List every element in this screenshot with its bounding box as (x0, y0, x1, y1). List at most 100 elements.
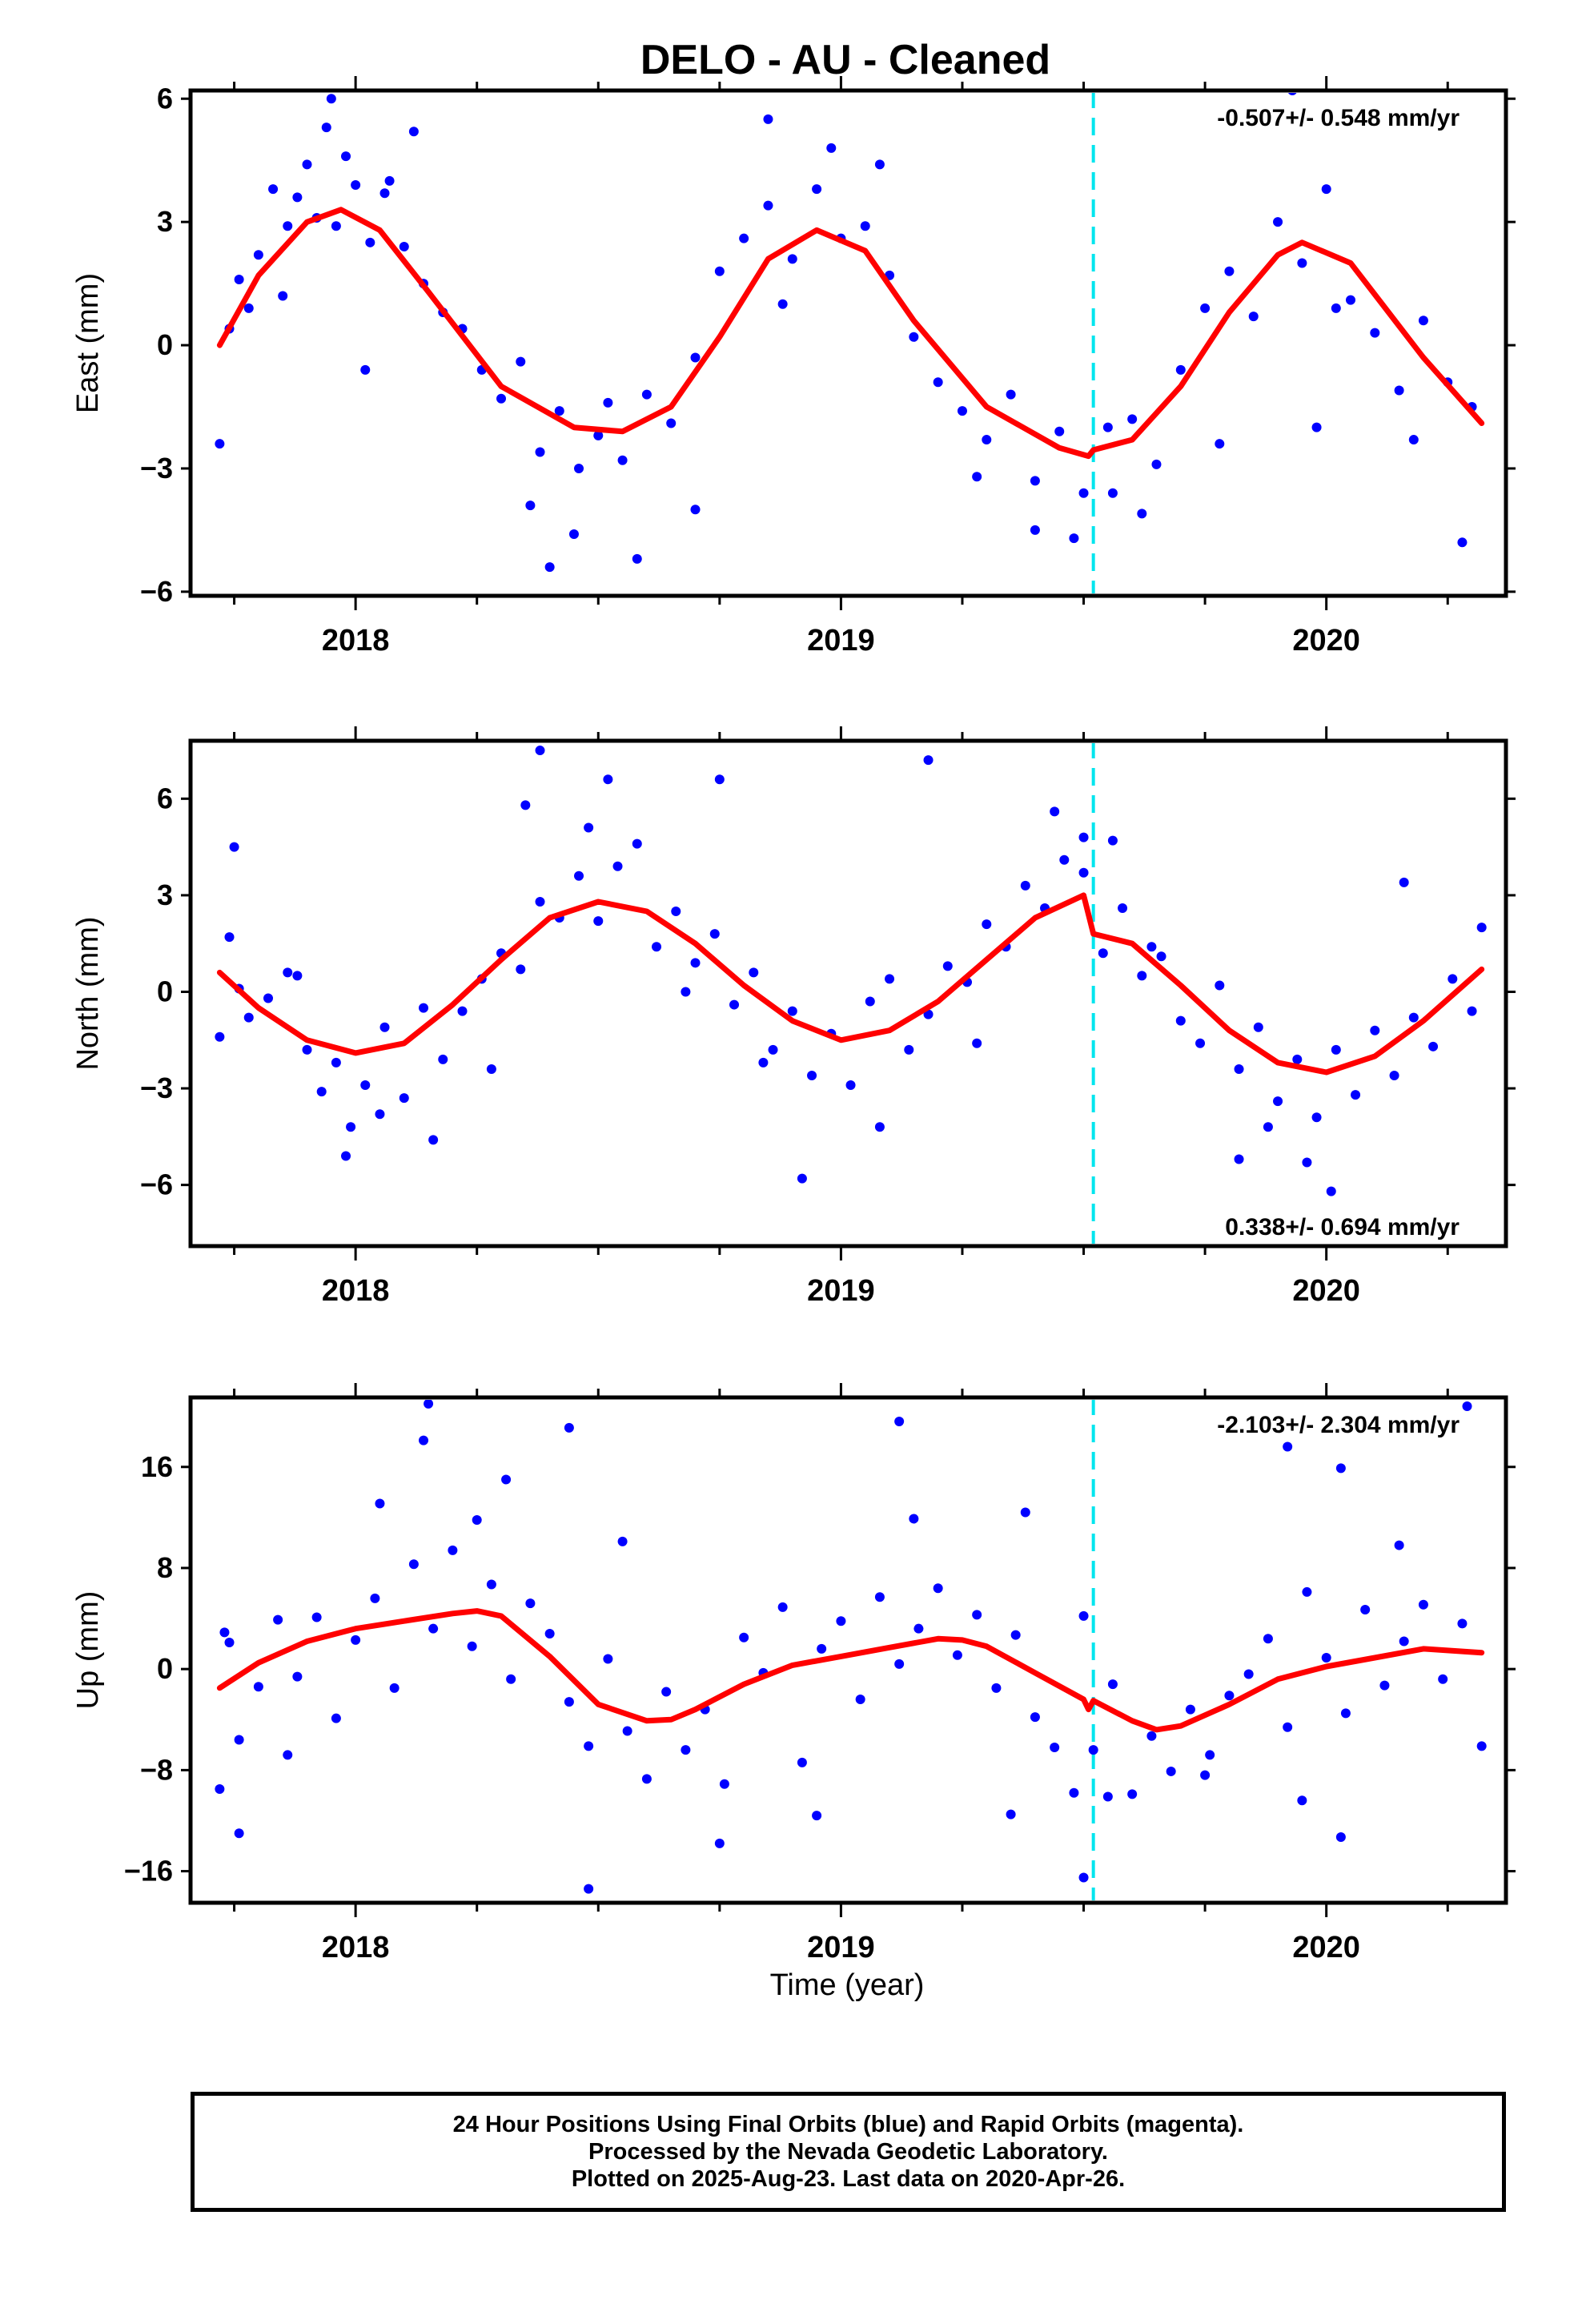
north-xtick-label: 2018 (322, 1274, 390, 1308)
up-data-point (564, 1422, 574, 1433)
east-data-point (933, 377, 943, 388)
north-data-point (1195, 1038, 1206, 1048)
north-data-point (399, 1093, 409, 1104)
east-data-point (690, 505, 701, 515)
up-data-point (525, 1598, 536, 1609)
up-data-point (1010, 1630, 1021, 1640)
up-ytick-label: −8 (140, 1753, 173, 1786)
north-data-point (419, 1003, 429, 1013)
up-data-point (991, 1683, 1002, 1693)
up-data-point (253, 1682, 263, 1692)
up-data-point (311, 1612, 322, 1622)
up-data-point (224, 1638, 235, 1648)
up-data-point (419, 1435, 429, 1445)
east-data-point (860, 221, 870, 231)
up-data-point (1335, 1463, 1346, 1474)
east-data-point (874, 159, 885, 170)
up-data-point (375, 1498, 385, 1509)
up-ytick-label: −16 (124, 1855, 173, 1888)
footer-info-box: 24 Hour Positions Using Final Orbits (bl… (191, 2092, 1506, 2212)
east-data-point (1102, 422, 1113, 432)
east-data-point (215, 439, 225, 449)
north-data-point (1020, 880, 1030, 891)
east-data-point (1273, 217, 1283, 227)
north-data-point (787, 1006, 797, 1016)
east-ytick-label: 0 (157, 328, 173, 361)
up-data-point (1078, 1610, 1089, 1621)
north-data-point (923, 755, 934, 766)
up-xtick-label: 2019 (807, 1931, 875, 1964)
north-data-point (758, 1057, 769, 1068)
north-ytick-label: 0 (157, 975, 173, 1007)
east-data-point (1370, 328, 1380, 338)
north-data-point (904, 1044, 914, 1055)
east-data-point (1127, 414, 1138, 424)
north-data-point (331, 1057, 341, 1068)
north-rate-label: 0.338+/- 0.694 mm/yr (1225, 1214, 1460, 1240)
up-data-point (1107, 1679, 1118, 1690)
up-xtick-label: 2020 (1292, 1931, 1360, 1964)
north-data-point (714, 774, 725, 785)
north-data-point (574, 870, 584, 881)
up-data-point (1340, 1708, 1351, 1719)
up-data-point (836, 1616, 846, 1626)
north-data-point (632, 838, 642, 849)
north-plot-frame (188, 738, 1508, 1248)
north-data-point (1098, 948, 1108, 959)
up-data-point (506, 1674, 516, 1684)
north-data-layer (215, 743, 1487, 1244)
east-data-point (399, 241, 409, 251)
up-data-point (389, 1683, 400, 1693)
north-data-point (341, 1151, 351, 1161)
east-ytick-label: −3 (140, 452, 173, 485)
up-data-point (933, 1583, 943, 1594)
up-data-point (1321, 1652, 1331, 1663)
north-data-point (1234, 1063, 1244, 1074)
east-fit-curve (216, 207, 1485, 460)
north-data-point (316, 1087, 327, 1097)
north-data-point (1447, 974, 1458, 984)
east-data-point (603, 397, 613, 408)
up-data-point (777, 1602, 788, 1612)
up-data-point (448, 1545, 458, 1555)
north-data-point (749, 967, 759, 978)
footer-line-2: Processed by the Nevada Geodetic Laborat… (588, 2139, 1108, 2165)
up-data-point (584, 1884, 594, 1894)
up-data-point (661, 1687, 672, 1697)
panel-east: 6 3 0 −3 −6 2018 2019 2020 East (mm) -0.507+/- 0.… (71, 76, 1516, 657)
up-data-point (894, 1416, 905, 1426)
up-data-point (1030, 1712, 1040, 1723)
east-data-point (763, 114, 773, 124)
north-data-point (1107, 835, 1118, 846)
north-data-point (1156, 951, 1166, 962)
east-data-point (1030, 476, 1040, 486)
up-xtick-label: 2018 (322, 1931, 390, 1964)
east-data-point (1224, 266, 1235, 276)
east-data-point (787, 254, 797, 264)
east-data-point (408, 127, 419, 137)
up-data-point (486, 1579, 496, 1590)
north-data-point (768, 1044, 778, 1055)
up-data-point (681, 1745, 691, 1755)
up-data-point (1200, 1770, 1211, 1780)
east-data-point (568, 529, 579, 540)
north-data-point (360, 1080, 371, 1091)
up-data-point (564, 1697, 574, 1707)
north-data-point (516, 964, 526, 975)
north-data-point (923, 1009, 934, 1019)
east-data-point (278, 291, 288, 301)
east-data-point (1248, 312, 1259, 322)
up-data-point (1166, 1766, 1176, 1776)
north-data-point (428, 1135, 439, 1145)
east-xtick-label: 2019 (807, 624, 875, 657)
up-data-point (952, 1650, 962, 1660)
north-data-point (263, 993, 274, 1003)
north-data-point (1331, 1044, 1341, 1055)
north-data-point (681, 987, 691, 997)
north-data-point (1253, 1022, 1263, 1032)
north-data-point (1234, 1154, 1244, 1164)
up-data-point (1020, 1507, 1030, 1518)
up-data-point (894, 1659, 905, 1669)
east-ytick-label: 3 (157, 205, 173, 238)
up-ytick-label: 8 (157, 1551, 173, 1584)
